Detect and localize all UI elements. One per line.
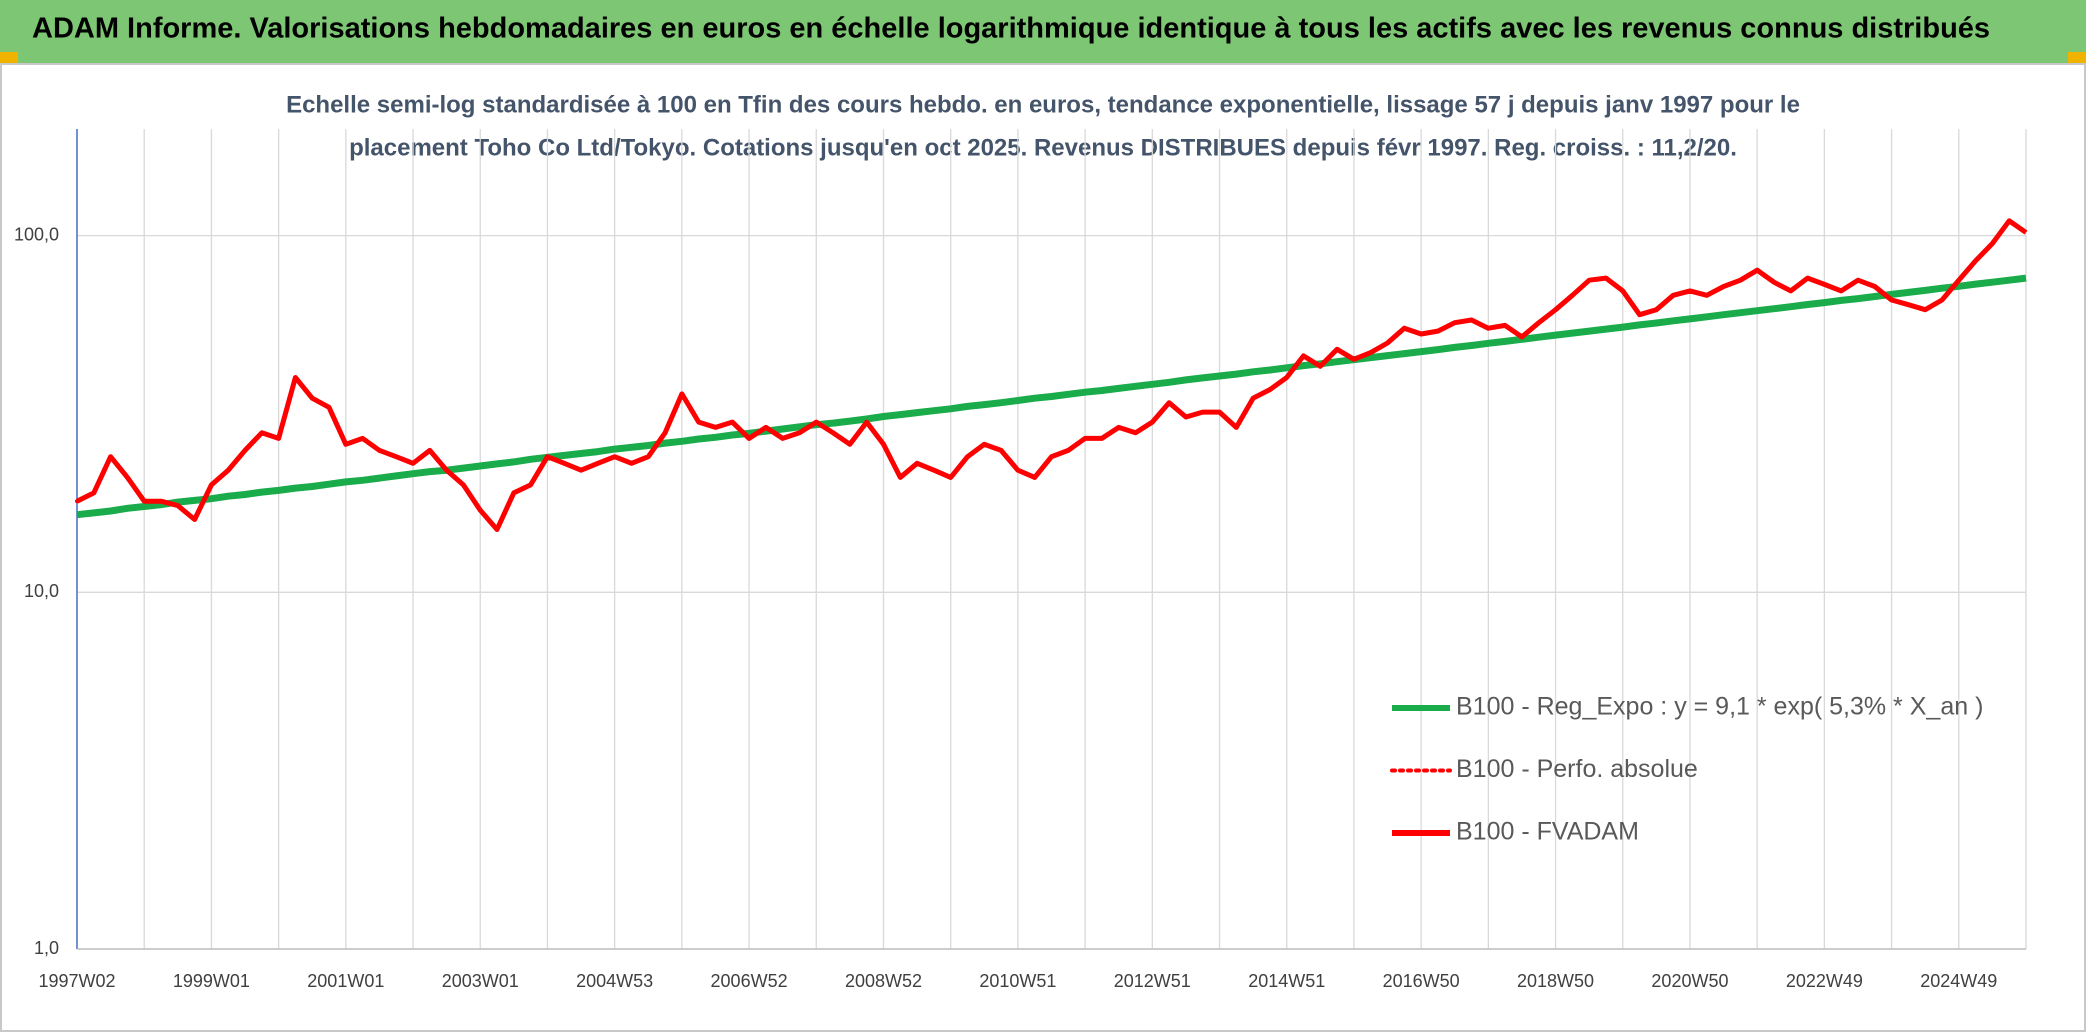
corner-mark: [2068, 52, 2086, 64]
x-tick-label: 2020W50: [1651, 971, 1728, 991]
x-tick-label: 2001W01: [307, 971, 384, 991]
y-tick-label: 10,0: [24, 581, 59, 601]
chart-frame: [0, 63, 2086, 1032]
x-tick-label: 2010W51: [979, 971, 1056, 991]
series-line: [75, 218, 2028, 532]
x-tick-label: 1997W02: [38, 971, 115, 991]
x-tick-label: 2022W49: [1786, 971, 1863, 991]
y-tick-label: 100,0: [14, 224, 59, 244]
chart-subtitle: placement Toho Co Ltd/Tokyo. Cotations j…: [349, 134, 1737, 161]
x-tick-label: 2024W49: [1920, 971, 1997, 991]
chart-subtitle: Echelle semi-log standardisée à 100 en T…: [286, 91, 1800, 118]
x-tick-label: 2018W50: [1517, 971, 1594, 991]
series-line: [76, 274, 2027, 519]
header-bar: [0, 0, 2086, 64]
chart-title: ADAM Informe. Valorisations hebdomadaire…: [32, 13, 1990, 45]
corner-mark: [0, 52, 18, 64]
legend-label: B100 - Reg_Expo : y = 9,1 * exp( 5,3% * …: [1456, 693, 1983, 721]
x-tick-label: 2012W51: [1114, 971, 1191, 991]
x-tick-label: 2004W53: [576, 971, 653, 991]
x-tick-label: 2003W01: [442, 971, 519, 991]
y-tick-label: 1,0: [34, 938, 59, 958]
legend-label: B100 - Perfo. absolue: [1456, 755, 1698, 783]
x-tick-label: 1999W01: [173, 971, 250, 991]
legend-label: B100 - FVADAM: [1456, 818, 1639, 846]
x-tick-label: 2006W52: [711, 971, 788, 991]
x-tick-label: 2014W51: [1248, 971, 1325, 991]
x-tick-label: 2016W50: [1383, 971, 1460, 991]
x-tick-label: 2008W52: [845, 971, 922, 991]
